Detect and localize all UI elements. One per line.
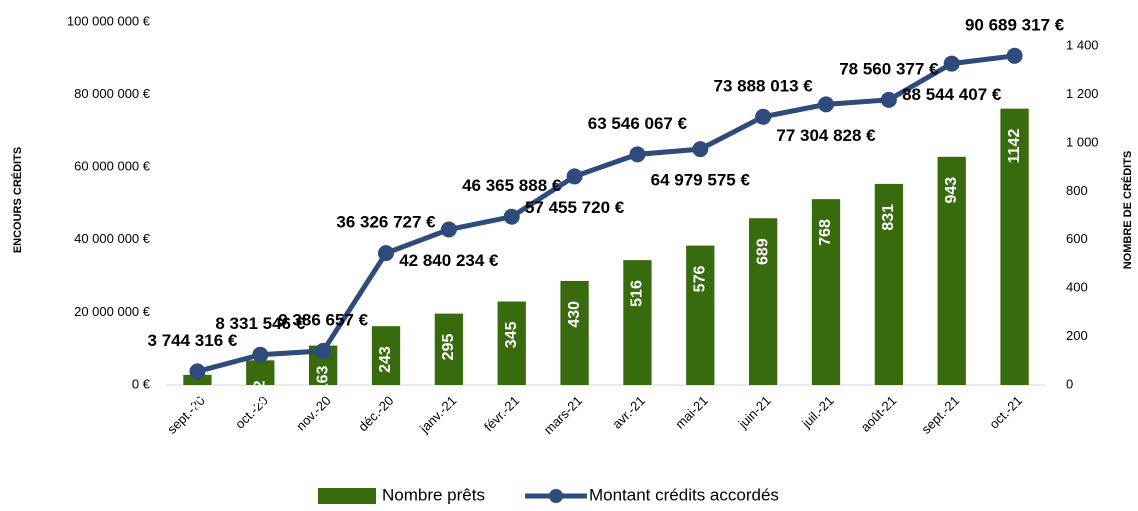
- x-tick-label: sept.-21: [918, 393, 962, 437]
- line-value-label: 3 744 316 €: [148, 331, 238, 350]
- y-tick-label: 60 000 000 €: [74, 159, 151, 174]
- bar: [623, 260, 652, 385]
- y2-tick-label: 800: [1066, 183, 1088, 198]
- line-value-label: 73 888 013 €: [714, 76, 814, 95]
- line-marker: [566, 168, 583, 185]
- y-tick-label: 80 000 000 €: [74, 86, 151, 101]
- line: [196, 53, 1015, 374]
- y-tick-label: 0 €: [132, 376, 151, 391]
- x-tick-label: oct.-21: [986, 393, 1025, 432]
- bar: [937, 156, 966, 385]
- legend-label: Montant crédits accordés: [589, 485, 779, 504]
- x-tick-label: mars-21: [541, 393, 585, 437]
- bar: [246, 360, 275, 385]
- x-tick-label: janv.-21: [416, 393, 459, 436]
- line-marker: [378, 245, 394, 262]
- line-value-label: 63 546 067 €: [588, 114, 688, 133]
- x-tick-label: déc.-20: [355, 393, 396, 434]
- y2-tick-label: 0: [1066, 376, 1073, 391]
- line-marker: [692, 141, 709, 158]
- y-tick-label: 40 000 000 €: [74, 231, 151, 246]
- bar: [811, 199, 841, 385]
- line-marker: [880, 91, 897, 108]
- line-value-label: 57 455 720 €: [525, 198, 625, 217]
- bar-value-label: 689: [754, 238, 771, 265]
- line-marker: [1006, 47, 1023, 64]
- y-axis-label: ENCOURS CRÉDITS: [11, 147, 24, 253]
- y-tick-label: 20 000 000 €: [74, 304, 151, 319]
- bar-value-label: 1142: [1006, 129, 1023, 164]
- bar: [560, 280, 589, 385]
- bar-value-label: 163: [314, 365, 331, 392]
- bar: [749, 218, 778, 385]
- bar-value-label: 102: [252, 380, 269, 407]
- line-value-label: 9 386 657 €: [278, 310, 368, 329]
- y2-tick-label: 200: [1066, 328, 1088, 343]
- bar: [371, 326, 401, 385]
- line-value-label: 42 840 234 €: [399, 251, 499, 270]
- line-marker: [503, 208, 520, 225]
- y2-tick-label: 1 400: [1066, 38, 1099, 53]
- line-marker: [440, 221, 457, 238]
- line-value-label: 46 365 888 €: [462, 176, 562, 195]
- y2-tick-label: 1 200: [1066, 86, 1099, 101]
- x-tick-label: juil.-21: [798, 393, 836, 431]
- line-marker: [943, 55, 960, 72]
- line-marker: [252, 346, 269, 363]
- legend-label: Nombre prêts: [382, 485, 485, 504]
- line-value-label: 90 689 317 €: [965, 15, 1065, 34]
- bar-value-label: 430: [566, 301, 583, 328]
- bar: [497, 301, 526, 385]
- bar: [434, 313, 463, 385]
- y2-axis-label: NOMBRE DE CRÉDITS: [1121, 151, 1134, 270]
- bar-value-label: 831: [880, 204, 897, 231]
- bar-value-label: 295: [440, 334, 457, 361]
- bar-value-label: 516: [629, 280, 646, 307]
- line-value-label: 8 331 546 €: [215, 314, 305, 333]
- bar: [1000, 108, 1029, 386]
- line-marker: [315, 342, 332, 359]
- bar-value-label: 768: [817, 219, 834, 246]
- legend-swatch: [318, 488, 376, 504]
- y2-tick-label: 400: [1066, 280, 1088, 295]
- y2-tick-label: 600: [1066, 231, 1088, 246]
- y2-tick-label: 1 000: [1066, 134, 1099, 149]
- x-tick-label: févr.-21: [481, 393, 522, 434]
- line-value-label: 36 326 727 €: [336, 213, 436, 232]
- bar-value-label: 42: [189, 395, 206, 413]
- line-value-label: 88 544 407 €: [902, 85, 1002, 104]
- bar-value-label: 576: [692, 266, 709, 293]
- line-marker: [818, 96, 834, 113]
- bar-value-label: 345: [503, 321, 520, 348]
- x-tick-label: juin-21: [735, 393, 774, 432]
- bar: [686, 245, 715, 385]
- line-value-label: 78 560 377 €: [839, 59, 939, 78]
- line-value-label: 77 304 828 €: [776, 126, 876, 145]
- line-value-label: 64 979 575 €: [651, 171, 751, 190]
- line-marker: [629, 146, 646, 163]
- bar-value-label: 943: [943, 177, 960, 204]
- legend-swatch-marker: [548, 489, 563, 503]
- line-marker: [755, 108, 772, 125]
- bar: [874, 183, 903, 385]
- x-tick-label: mai-21: [672, 393, 711, 432]
- x-tick-label: nov.-20: [293, 393, 334, 434]
- x-tick-label: avr.-21: [609, 393, 648, 432]
- x-tick-label: août-21: [858, 393, 900, 435]
- line-marker: [189, 363, 206, 380]
- bar: [183, 374, 212, 385]
- y-tick-label: 100 000 000 €: [67, 13, 151, 28]
- bar-value-label: 243: [377, 346, 394, 373]
